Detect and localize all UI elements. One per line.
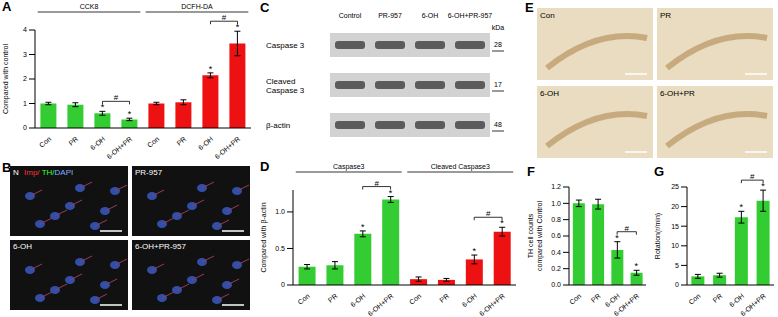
svg-text:*: * [209,64,213,74]
svg-text:*: * [500,218,504,228]
svg-text:0.2: 0.2 [551,265,561,272]
svg-text:Rotation(r/min): Rotation(r/min) [654,213,662,259]
svg-text:6-OH: 6-OH [422,12,439,19]
svg-text:28: 28 [494,41,502,48]
svg-text:DCFH-DA: DCFH-DA [181,3,213,10]
svg-text:*: * [101,102,105,112]
svg-text:*: * [740,202,744,212]
svg-text:5: 5 [675,262,679,269]
svg-text:10: 10 [671,242,679,249]
svg-text:6-OH+PR-957: 6-OH+PR-957 [135,242,186,251]
svg-text:0.4: 0.4 [551,249,561,256]
svg-text:#: # [486,209,491,218]
svg-text:15: 15 [671,223,679,230]
svg-text:PR-957: PR-957 [378,12,402,19]
svg-text:*: * [361,222,365,232]
svg-text:6-OH: 6-OH [728,292,745,308]
svg-text:PR: PR [67,135,79,147]
svg-text:17: 17 [494,81,502,88]
svg-text:*: * [615,233,619,243]
svg-text:0: 0 [281,281,285,288]
svg-text:compared with Control: compared with Control [536,201,544,271]
svg-text:6-OH: 6-OH [13,242,32,251]
svg-text:Caspase 3: Caspase 3 [266,86,305,95]
svg-text:β-actin: β-actin [266,121,290,130]
svg-text:A: A [2,0,12,14]
svg-text:B: B [2,160,11,175]
svg-text:1.2: 1.2 [551,183,561,190]
svg-text:#: # [374,179,379,188]
svg-text:6-OH+PR: 6-OH+PR [213,135,241,160]
svg-text:Caspase3: Caspase3 [333,163,365,171]
svg-text:E: E [525,0,534,15]
svg-text:Imp/ TH/DAPI: Imp/ TH/DAPI [24,168,73,177]
svg-text:48: 48 [494,121,502,128]
svg-text:Con: Con [687,292,701,306]
svg-text:6-OH+PR: 6-OH+PR [612,292,640,317]
svg-text:PR: PR [660,11,671,20]
svg-text:6-OH+PR: 6-OH+PR [367,292,395,317]
svg-text:Con: Con [408,292,422,306]
svg-text:#: # [114,93,119,102]
svg-text:#: # [625,224,630,233]
svg-text:CCK8: CCK8 [80,3,99,10]
svg-text:PR: PR [175,135,187,147]
svg-text:6-OH+PR: 6-OH+PR [660,89,695,98]
svg-text:D: D [260,160,269,174]
svg-text:*: * [236,22,240,32]
svg-text:6-OH: 6-OH [197,135,214,151]
svg-text:F: F [527,165,535,179]
svg-text:Control: Control [339,12,362,19]
svg-text:TH cell counts: TH cell counts [527,213,534,258]
svg-text:6-OH: 6-OH [540,89,559,98]
svg-text:Caspase 3: Caspase 3 [266,41,305,50]
svg-text:2: 2 [23,75,27,82]
svg-text:0.0: 0.0 [551,281,561,288]
svg-text:1.0: 1.0 [551,200,561,207]
svg-text:PR: PR [712,292,724,304]
svg-text:#: # [750,172,755,181]
svg-text:1: 1 [23,100,27,107]
svg-text:PR: PR [327,292,339,304]
svg-text:G: G [654,165,664,179]
svg-text:PR: PR [438,292,450,304]
svg-text:0.6: 0.6 [551,232,561,239]
svg-text:6-OH: 6-OH [349,292,366,308]
svg-text:Compared with β-actin: Compared with β-actin [260,202,268,272]
svg-text:#: # [222,13,227,22]
svg-text:6-OH+PR-957: 6-OH+PR-957 [448,12,493,19]
svg-text:Con: Con [540,11,555,20]
svg-text:*: * [389,188,393,198]
svg-text:3: 3 [23,51,27,58]
svg-text:Cleaved: Cleaved [266,77,295,86]
svg-text:Cleaved Caspase3: Cleaved Caspase3 [431,163,490,171]
svg-text:*: * [472,246,476,256]
svg-text:Con: Con [146,135,160,149]
svg-text:0.5: 0.5 [275,245,285,252]
svg-text:0: 0 [23,124,27,131]
svg-text:6-OH+PR: 6-OH+PR [739,292,767,317]
svg-text:PR-957: PR-957 [135,168,163,177]
svg-text:4: 4 [23,26,27,33]
svg-text:1.0: 1.0 [275,208,285,215]
svg-text:6-OH: 6-OH [89,135,106,151]
svg-text:kDa: kDa [492,24,505,31]
svg-text:Con: Con [296,292,310,306]
svg-text:0.8: 0.8 [551,216,561,223]
svg-text:20: 20 [671,203,679,210]
svg-text:0: 0 [675,281,679,288]
svg-text:C: C [260,0,270,15]
svg-text:N: N [13,168,19,177]
svg-text:6-OH+PR: 6-OH+PR [478,292,506,317]
svg-text:6-OH: 6-OH [461,292,478,308]
svg-text:25: 25 [671,183,679,190]
svg-text:PR: PR [590,292,602,304]
svg-text:Con: Con [568,292,582,306]
svg-text:*: * [761,181,765,191]
svg-text:*: * [128,109,132,119]
svg-text:*: * [635,261,639,271]
svg-text:Con: Con [38,135,52,149]
svg-text:6-OH+PR: 6-OH+PR [105,135,133,160]
svg-text:Compared with control: Compared with control [2,44,10,114]
